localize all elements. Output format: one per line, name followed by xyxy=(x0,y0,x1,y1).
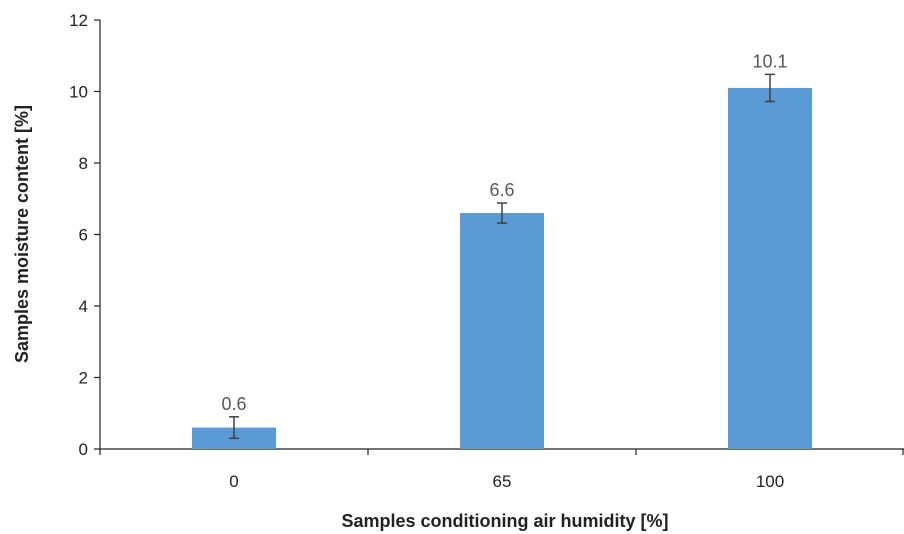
x-tick-label: 65 xyxy=(493,472,512,491)
error-bar xyxy=(497,202,507,224)
y-tick-label: 2 xyxy=(79,369,88,388)
y-tick-label: 4 xyxy=(79,297,88,316)
y-tick-label: 12 xyxy=(69,11,88,30)
bars xyxy=(192,87,812,450)
bar xyxy=(460,213,544,449)
y-axis: 0 2 4 6 8 10 12 xyxy=(69,11,101,459)
x-tick-label: 0 xyxy=(229,472,238,491)
y-tick-label: 10 xyxy=(69,83,88,102)
bar xyxy=(728,87,812,450)
y-axis-title: Samples moisture content [%] xyxy=(12,105,32,363)
data-label: 6.6 xyxy=(489,180,514,200)
data-label: 0.6 xyxy=(221,394,246,414)
y-tick-label: 6 xyxy=(79,226,88,245)
y-tick-label: 8 xyxy=(79,154,88,173)
error-bars xyxy=(229,73,775,440)
x-axis-title: Samples conditioning air humidity [%] xyxy=(341,511,668,531)
error-bar xyxy=(765,73,775,103)
error-bar xyxy=(229,416,239,440)
x-tick-label: 100 xyxy=(756,472,784,491)
y-tick-label: 0 xyxy=(79,440,88,459)
data-labels: 0.6 6.6 10.1 xyxy=(221,51,787,413)
x-axis: 0 65 100 xyxy=(99,448,904,491)
data-label: 10.1 xyxy=(752,51,787,71)
